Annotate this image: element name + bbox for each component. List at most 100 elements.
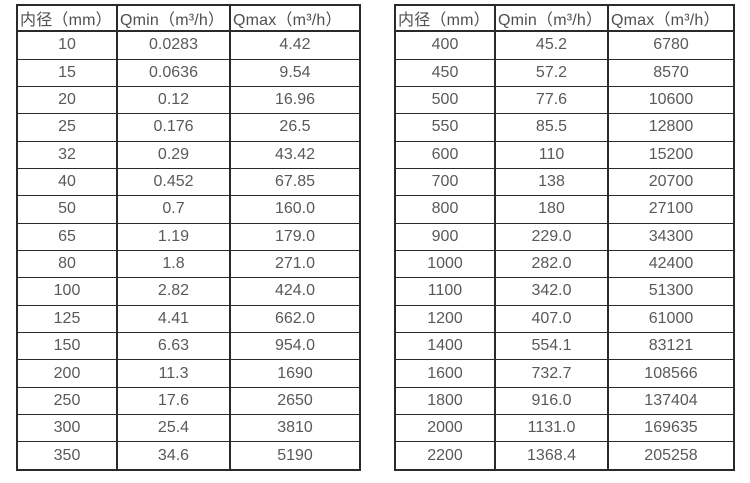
qmax-cell: 12800 [607,113,735,142]
qmax-cell: 43.42 [229,140,361,169]
header-qmax: Qmax（m³/h） [607,4,735,32]
qmax-cell: 51300 [607,277,735,306]
diameter-cell: 2200 [394,441,496,471]
table-row: 1200 407.0 61000 [394,304,735,334]
diameter-cell: 25 [16,113,118,142]
qmax-cell: 9.54 [229,58,361,87]
qmax-cell: 424.0 [229,277,361,306]
header-qmin: Qmin（m³/h） [116,4,231,32]
qmax-cell: 27100 [607,195,735,224]
table-row: 25 0.176 26.5 [16,113,361,142]
table-row: 150 6.63 954.0 [16,331,361,361]
qmin-cell: 0.0283 [116,30,231,60]
header-qmax: Qmax（m³/h） [229,4,361,32]
diameter-cell: 2000 [394,414,496,443]
qmax-cell: 160.0 [229,195,361,224]
table-row: 400 45.2 6780 [394,30,735,60]
qmin-cell: 407.0 [494,304,609,334]
table-row: 100 2.82 424.0 [16,277,361,306]
flow-range-tables: 内径（mm） Qmin（m³/h） Qmax（m³/h） 10 0.0283 4.4… [16,4,735,471]
qmax-cell: 1690 [229,359,361,388]
table-row: 250 17.6 2650 [16,386,361,416]
qmin-cell: 0.29 [116,140,231,169]
diameter-cell: 200 [16,359,118,388]
table-row: 900 229.0 34300 [394,222,735,251]
diameter-cell: 20 [16,85,118,115]
qmin-cell: 17.6 [116,386,231,416]
diameter-cell: 700 [394,167,496,197]
diameter-cell: 100 [16,277,118,306]
table-row: 200 11.3 1690 [16,359,361,388]
qmax-cell: 954.0 [229,331,361,361]
header-row: 内径（mm） Qmin（m³/h） Qmax（m³/h） [16,4,361,32]
qmin-cell: 25.4 [116,414,231,443]
diameter-cell: 1800 [394,386,496,416]
diameter-cell: 15 [16,58,118,87]
qmax-cell: 4.42 [229,30,361,60]
qmax-cell: 3810 [229,414,361,443]
table-row: 450 57.2 8570 [394,58,735,87]
diameter-cell: 1100 [394,277,496,306]
table-row: 2200 1368.4 205258 [394,441,735,471]
table-header: 内径（mm） Qmin（m³/h） Qmax（m³/h） [16,4,361,32]
table-row: 125 4.41 662.0 [16,304,361,334]
table-row: 10 0.0283 4.42 [16,30,361,60]
qmax-cell: 15200 [607,140,735,169]
table-row: 32 0.29 43.42 [16,140,361,169]
qmin-cell: 554.1 [494,331,609,361]
diameter-cell: 500 [394,85,496,115]
diameter-cell: 125 [16,304,118,334]
table-body: 400 45.2 6780 450 57.2 8570 500 77.6 10600 550 85.… [394,30,735,471]
table-row: 1800 916.0 137404 [394,386,735,416]
table-row: 600 110 15200 [394,140,735,169]
diameter-cell: 600 [394,140,496,169]
qmin-cell: 229.0 [494,222,609,251]
table-row: 50 0.7 160.0 [16,195,361,224]
table-row: 1600 732.7 108566 [394,359,735,388]
qmin-cell: 77.6 [494,85,609,115]
diameter-cell: 50 [16,195,118,224]
diameter-cell: 40 [16,167,118,197]
header-qmin: Qmin（m³/h） [494,4,609,32]
table-row: 40 0.452 67.85 [16,167,361,197]
flow-table-large-diameter: 内径（mm） Qmin（m³/h） Qmax（m³/h） 400 45.2 6780… [394,4,735,471]
table-row: 800 180 27100 [394,195,735,224]
table-row: 1000 282.0 42400 [394,249,735,279]
diameter-cell: 150 [16,331,118,361]
qmin-cell: 11.3 [116,359,231,388]
qmax-cell: 26.5 [229,113,361,142]
qmin-cell: 4.41 [116,304,231,334]
header-row: 内径（mm） Qmin（m³/h） Qmax（m³/h） [394,4,735,32]
diameter-cell: 1000 [394,249,496,279]
diameter-cell: 900 [394,222,496,251]
qmin-cell: 0.176 [116,113,231,142]
qmax-cell: 169635 [607,414,735,443]
qmin-cell: 282.0 [494,249,609,279]
table-row: 20 0.12 16.96 [16,85,361,115]
qmax-cell: 67.85 [229,167,361,197]
table-row: 550 85.5 12800 [394,113,735,142]
table-row: 65 1.19 179.0 [16,222,361,251]
qmin-cell: 0.452 [116,167,231,197]
qmin-cell: 342.0 [494,277,609,306]
diameter-cell: 32 [16,140,118,169]
table-row: 500 77.6 10600 [394,85,735,115]
table-row: 300 25.4 3810 [16,414,361,443]
qmin-cell: 85.5 [494,113,609,142]
qmin-cell: 1368.4 [494,441,609,471]
table-row: 2000 1131.0 169635 [394,414,735,443]
qmax-cell: 179.0 [229,222,361,251]
table-header: 内径（mm） Qmin（m³/h） Qmax（m³/h） [394,4,735,32]
diameter-cell: 10 [16,30,118,60]
qmax-cell: 108566 [607,359,735,388]
qmin-cell: 57.2 [494,58,609,87]
qmax-cell: 34300 [607,222,735,251]
diameter-cell: 550 [394,113,496,142]
diameter-cell: 1200 [394,304,496,334]
diameter-cell: 300 [16,414,118,443]
qmax-cell: 20700 [607,167,735,197]
qmax-cell: 10600 [607,85,735,115]
qmax-cell: 6780 [607,30,735,60]
qmin-cell: 916.0 [494,386,609,416]
header-diameter: 内径（mm） [394,4,496,32]
